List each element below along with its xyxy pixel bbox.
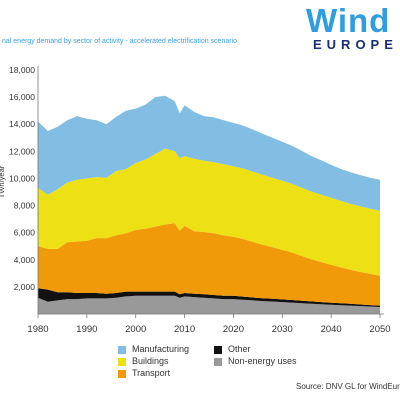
y-tick-label: 8,000: [14, 201, 36, 211]
area-non-energy-uses: [38, 295, 380, 314]
area-buildings: [38, 148, 380, 276]
legend-item-non-energy-uses: Non-energy uses: [214, 356, 297, 366]
x-tick-label: 2000: [125, 324, 146, 335]
logo-subword: EUROPE: [313, 37, 398, 52]
y-tick-label: 2,000: [14, 282, 36, 292]
area-manufacturing: [38, 95, 380, 211]
x-tick-label: 1980: [27, 324, 48, 335]
chart-subtitle: nal energy demand by sector of activity …: [2, 38, 238, 45]
y-tick-label: 6,000: [14, 228, 36, 238]
legend-item-manufacturing: Manufacturing: [118, 344, 189, 354]
legend-swatch: [118, 369, 126, 378]
legend-swatch: [118, 345, 126, 354]
x-tick-label: 2020: [223, 324, 244, 335]
source-note: Source: DNV GL for WindEurop: [296, 382, 400, 391]
legend-label: Buildings: [132, 356, 169, 366]
x-tick-label: 2030: [272, 324, 293, 335]
windeurope-logo: Wind EUROPE: [300, 2, 400, 54]
legend-swatch: [118, 357, 126, 366]
x-tick-label: 1990: [76, 324, 97, 335]
legend-swatch: [214, 345, 222, 354]
x-tick-label: 2050: [369, 324, 390, 335]
area-transport: [38, 223, 380, 306]
x-tick-label: 2010: [174, 324, 195, 335]
legend-label: Non-energy uses: [228, 356, 297, 366]
y-tick-label: 10,000: [9, 173, 35, 183]
legend-label: Other: [228, 344, 251, 354]
y-tick-label: 16,000: [9, 92, 35, 102]
y-tick-label: 12,000: [9, 146, 35, 156]
logo-wordmark: Wind: [306, 2, 391, 39]
y-tick-label: 14,000: [9, 119, 35, 129]
legend-item-buildings: Buildings: [118, 356, 169, 366]
y-tick-label: 4,000: [14, 255, 36, 265]
legend-item-other: Other: [214, 344, 251, 354]
y-axis-label: TWh/year: [0, 165, 6, 198]
legend-item-transport: Transport: [118, 368, 170, 378]
x-tick-label: 2040: [321, 324, 342, 335]
area-other: [38, 288, 380, 307]
legend-swatch: [214, 357, 222, 366]
y-tick-label: 18,000: [9, 65, 35, 75]
legend-label: Manufacturing: [132, 344, 190, 354]
legend-label: Transport: [132, 368, 171, 378]
